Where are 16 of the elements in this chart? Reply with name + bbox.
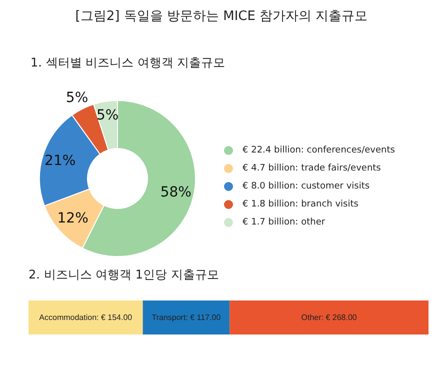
legend-label: € 1.7 billion: other — [242, 218, 326, 228]
data-label: Transport: € 117.00 — [152, 313, 222, 322]
data-label: Accommodation: € 154.00 — [39, 313, 133, 322]
data-label: 21% — [44, 153, 76, 170]
data-label: Other: € 268.00 — [301, 313, 358, 322]
chart-title: 2. 비즈니스 여행객 1인당 지출규모 — [28, 268, 219, 282]
data-label: 5% — [96, 107, 119, 124]
legend-label: € 4.7 billion: trade fairs/events — [242, 164, 382, 174]
legend-label: € 8.0 billion: customer visits — [242, 182, 370, 192]
chart-title: [그림2] 독일을 방문하는 MICE 참가자의 지출규모 — [75, 9, 368, 24]
chart-subtitle: 1. 섹터별 비즈니스 여행객 지출규모 — [30, 56, 226, 70]
legend-label: € 1.8 billion: branch visits — [242, 200, 359, 210]
data-label: 12% — [57, 210, 88, 227]
data-label: 5% — [66, 90, 88, 106]
data-label: 58% — [160, 184, 192, 200]
legend-label: € 22.4 billion: conferences/events — [242, 146, 396, 156]
